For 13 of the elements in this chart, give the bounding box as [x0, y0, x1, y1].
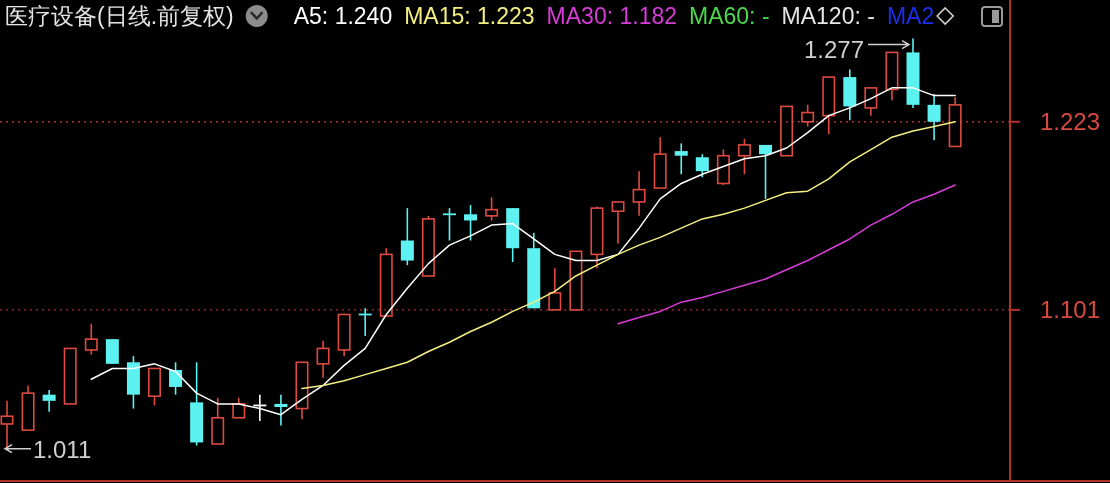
annotation: 1.011 [33, 435, 92, 463]
title: 医疗设备(日线.前复权) [5, 3, 234, 29]
legend-item: MA30: 1.182 [546, 3, 678, 29]
annotation: 1.011 [3, 435, 92, 463]
y-tick-label: 1.223 [1040, 108, 1101, 136]
legend-item: MA2 [886, 3, 935, 29]
y-tick-label: 1.101 [1040, 296, 1101, 324]
legend-item: MA120: - [781, 3, 875, 29]
legend-item: MA60: - [689, 3, 770, 29]
legend-item: A5: 1.240 [293, 3, 393, 29]
annotation: 1.277 [803, 35, 865, 63]
legend-item: MA15: 1.223 [404, 3, 535, 29]
annotation: 1.277 [803, 35, 911, 63]
